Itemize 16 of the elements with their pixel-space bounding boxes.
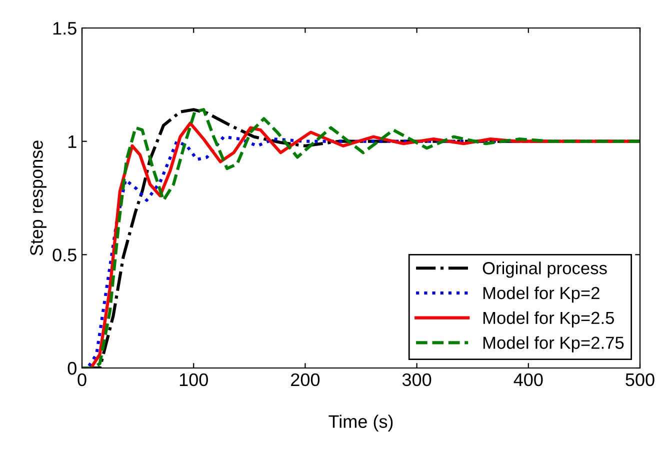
x-axis-title: Time (s) (328, 414, 393, 432)
legend-label: Model for Kp=2.75 (483, 336, 624, 352)
y-tick-label: 0.5 (52, 248, 76, 262)
x-tick-label: 0 (78, 373, 86, 386)
legend-label: Model for Kp=2 (483, 286, 600, 303)
legend-label: Model for Kp=2.5 (483, 311, 614, 328)
legend-label: Original process (482, 262, 607, 278)
x-tick-label: 200 (291, 373, 320, 386)
y-tick-label: 0 (68, 362, 76, 375)
y-axis-title: Step response (30, 140, 46, 256)
x-tick-label: 400 (514, 373, 543, 386)
y-tick-label: 1.5 (53, 22, 76, 35)
x-tick-label: 300 (402, 373, 432, 386)
x-tick-label: 100 (180, 373, 208, 386)
x-tick-label: 500 (626, 373, 654, 386)
y-tick-label: 1 (68, 135, 76, 148)
